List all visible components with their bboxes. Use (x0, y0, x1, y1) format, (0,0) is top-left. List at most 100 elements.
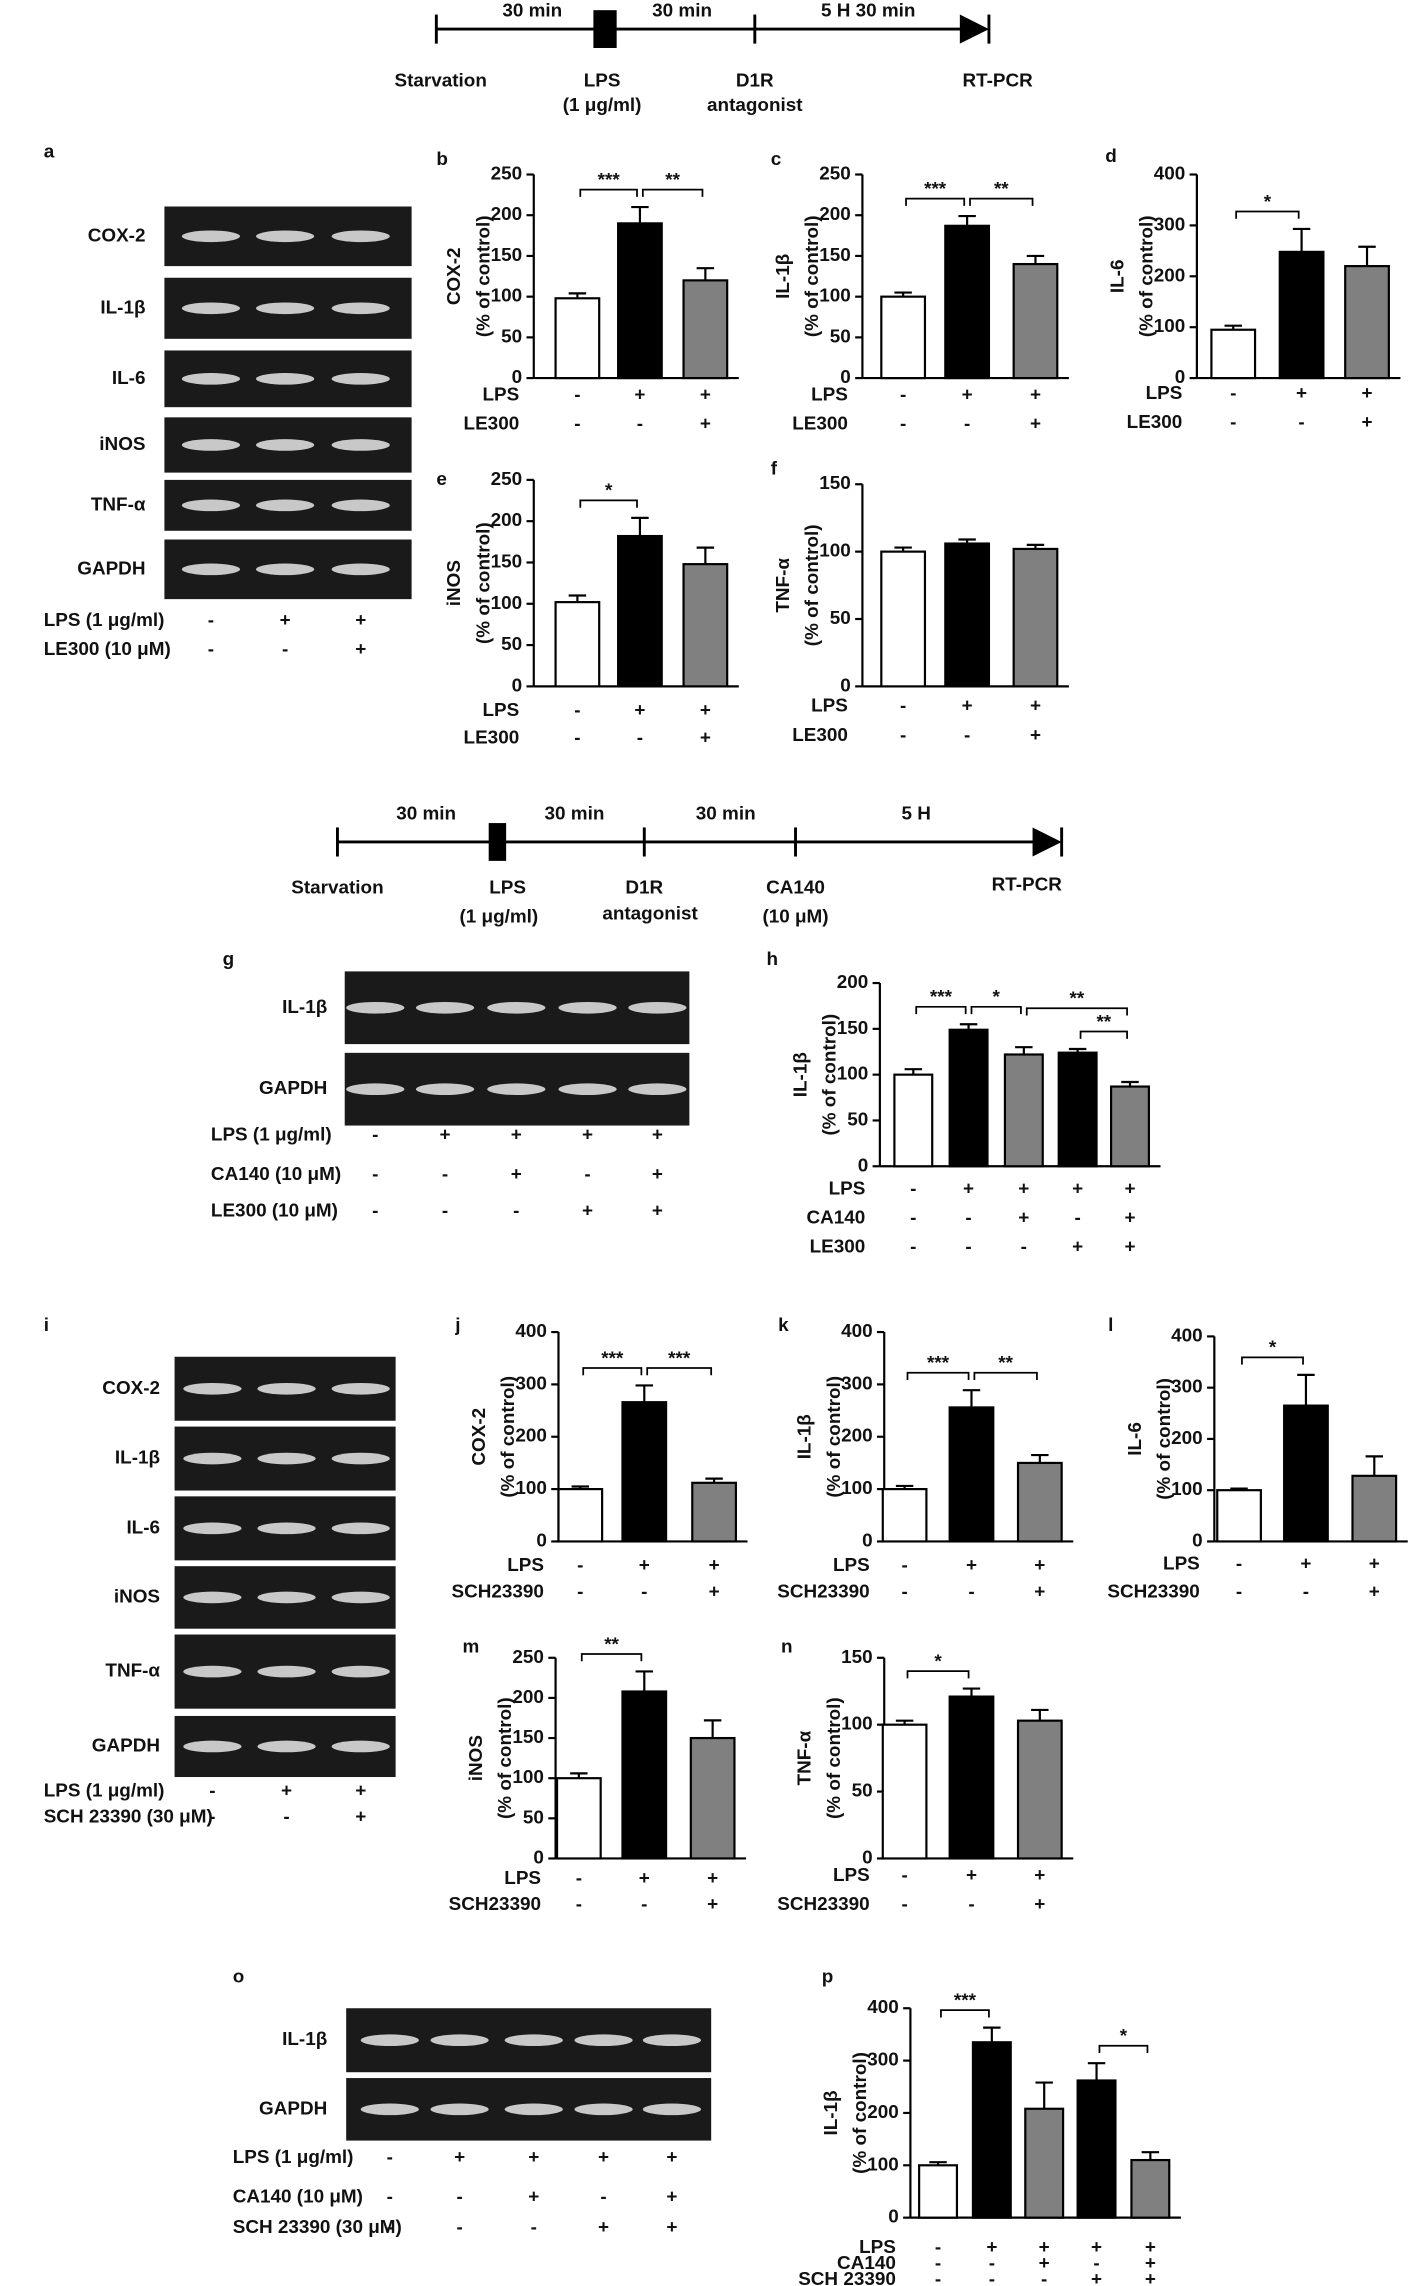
y-tick-label: 100 (819, 286, 851, 307)
bar (948, 1028, 989, 1168)
y-axis-label: (% of control) (802, 215, 823, 337)
panel-letter: o (233, 1967, 245, 1988)
bar (621, 1690, 668, 1860)
y-tick-label: 0 (840, 675, 851, 696)
y-axis-label: IL-1β (773, 254, 794, 299)
duration-label: 30 min (502, 1, 562, 22)
condition-sign: - (1298, 412, 1304, 433)
bar (555, 1777, 602, 1860)
panel-letter: d (1105, 146, 1117, 167)
gene-label: GAPDH (77, 558, 145, 579)
gel-band (331, 439, 390, 451)
bar (1109, 1085, 1150, 1168)
event-label: antagonist (707, 95, 803, 116)
gene-label: IL-6 (112, 368, 146, 389)
condition-sign: + (355, 639, 366, 660)
condition-sign: + (634, 385, 645, 406)
significance-label: * (993, 987, 1001, 1008)
condition-sign: + (700, 700, 711, 721)
condition-sign: - (372, 1200, 378, 1221)
condition-sign: - (935, 2269, 941, 2286)
significance-bracket (641, 188, 704, 197)
condition-sign: + (1034, 1894, 1045, 1915)
condition-sign: - (900, 385, 906, 406)
significance-bracket (906, 1371, 970, 1380)
gel-band (256, 439, 315, 451)
condition-sign: + (652, 1164, 663, 1185)
y-tick-label: 0 (512, 675, 523, 696)
significance-label: *** (954, 1990, 977, 2011)
condition-sign: - (577, 1581, 583, 1602)
gel-band (331, 1740, 390, 1753)
gel-band (346, 1083, 405, 1096)
gel-band (487, 1001, 546, 1014)
y-tick-label: 50 (523, 1807, 544, 1828)
condition-sign: - (1074, 1208, 1080, 1229)
condition-sign: + (1300, 1554, 1311, 1575)
gel-band (181, 230, 241, 243)
condition-sign: - (1230, 412, 1236, 433)
gene-label: COX-2 (102, 1378, 160, 1399)
condition-sign: - (1041, 2269, 1047, 2286)
y-tick-label: 150 (491, 245, 523, 266)
condition-sign: - (910, 1208, 916, 1229)
condition-name: CA140 (10 μM) (233, 2186, 363, 2207)
y-tick-label: 0 (1192, 1530, 1203, 1551)
condition-sign: - (965, 1237, 971, 1258)
condition-sign: - (968, 1581, 974, 1602)
gel-band (430, 2103, 489, 2116)
condition-name: LPS (1 μg/ml) (211, 1125, 332, 1146)
bar (944, 542, 991, 688)
condition-sign: - (910, 1179, 916, 1200)
condition-name: LPS (1163, 1554, 1200, 1575)
condition-sign: - (1303, 1581, 1309, 1602)
condition-sign: + (1034, 1865, 1045, 1886)
condition-name: LPS (811, 696, 848, 717)
y-tick-label: 0 (862, 1847, 873, 1868)
gel-band (331, 230, 390, 243)
bar (1057, 1051, 1098, 1168)
y-axis-label: TNF-α (773, 558, 794, 613)
condition-sign: - (989, 2253, 995, 2274)
significance-label: * (605, 481, 613, 502)
y-tick-label: 400 (867, 1997, 899, 2018)
condition-sign: - (935, 2253, 941, 2274)
gene-label: IL-1β (115, 1448, 160, 1469)
y-tick-label: 200 (491, 510, 523, 531)
y-tick-label: 200 (515, 1426, 547, 1447)
condition-name: LPS (482, 700, 519, 721)
condition-sign: - (964, 414, 970, 435)
timeline-arrow (1032, 827, 1062, 857)
y-tick-label: 200 (512, 1687, 544, 1708)
y-tick-label: 100 (867, 2154, 899, 2175)
condition-sign: + (1039, 2253, 1050, 2274)
y-tick-label: 0 (858, 1155, 869, 1176)
significance-label: * (1269, 1338, 1277, 1359)
condition-name: SCH 23390 (798, 2269, 896, 2286)
gel-band (331, 1591, 390, 1604)
significance-label: * (934, 1651, 942, 1672)
condition-sign: - (208, 610, 214, 631)
gel-band (183, 1382, 242, 1395)
condition-name: LE300 (810, 1237, 866, 1258)
condition-sign: - (531, 2217, 537, 2238)
condition-sign: + (355, 1781, 366, 1802)
y-tick-label: 400 (515, 1321, 547, 1342)
y-tick-label: 50 (852, 1781, 873, 1802)
y-tick-label: 0 (512, 367, 523, 388)
bar (557, 1488, 604, 1543)
y-tick-label: 400 (1154, 164, 1186, 185)
y-tick-label: 200 (867, 2102, 899, 2123)
condition-sign: + (700, 728, 711, 749)
event-label: (1 μg/ml) (460, 907, 539, 928)
condition-sign: + (986, 2237, 997, 2258)
y-tick-label: 250 (512, 1647, 544, 1668)
condition-sign: + (582, 1200, 593, 1221)
condition-sign: + (511, 1125, 522, 1146)
gel-band (360, 2103, 419, 2116)
gene-label: IL-6 (126, 1517, 160, 1538)
bar (880, 295, 927, 380)
gene-label: TNF-α (91, 494, 146, 515)
y-tick-label: 400 (841, 1321, 873, 1342)
bar (1344, 265, 1390, 380)
